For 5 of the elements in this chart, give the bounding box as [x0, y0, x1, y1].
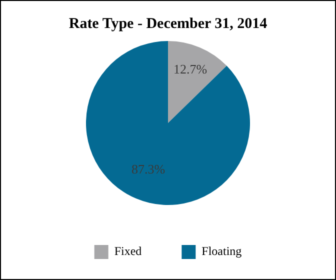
chart-title: Rate Type - December 31, 2014: [68, 16, 268, 32]
data-label: 87.3%: [131, 161, 166, 176]
legend-label: Floating: [202, 244, 242, 258]
legend-label: Fixed: [114, 244, 142, 258]
data-label: 12.7%: [174, 62, 208, 77]
